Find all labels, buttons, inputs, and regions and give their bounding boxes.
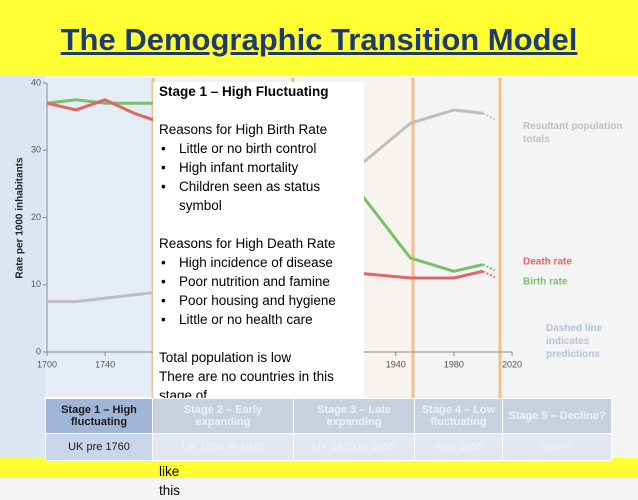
y-tick-label: 10 bbox=[31, 279, 41, 289]
x-tick-label: 1980 bbox=[444, 359, 464, 369]
subheading: Reasons for High Death Rate bbox=[159, 236, 336, 251]
legend-entry: Death rate bbox=[523, 257, 572, 268]
legend-entry: Birth rate bbox=[523, 277, 568, 288]
y-tick-label: 20 bbox=[31, 212, 41, 222]
y-tick-label: 30 bbox=[31, 145, 41, 155]
slide-title: The Demographic Transition Model bbox=[60, 22, 578, 57]
table-header: Stage 4 – Low fluctuating bbox=[414, 398, 503, 434]
table-header: Stage 2 – Early expanding bbox=[152, 398, 294, 434]
bullet: Little or no health care bbox=[159, 310, 364, 329]
legend-entry: Resultant population totals bbox=[523, 121, 622, 145]
annotation-line: Dashed line bbox=[546, 323, 603, 334]
legend-line: totals bbox=[523, 134, 550, 145]
annotation: Dashed line indicates predictions bbox=[546, 323, 603, 360]
spacer bbox=[159, 215, 364, 234]
y-tick-label: 40 bbox=[31, 77, 41, 87]
y-axis-label: Rate per 1000 inhabitants bbox=[15, 157, 26, 279]
spacer bbox=[159, 329, 364, 348]
table-header: Stage 5 – Decline? bbox=[502, 398, 612, 434]
legend-line: Resultant population bbox=[523, 121, 622, 132]
table-header: Stage 1 – High fluctuating bbox=[45, 398, 153, 434]
bullet: High incidence of disease bbox=[159, 253, 364, 272]
stage-4-band bbox=[413, 78, 500, 396]
text-line: this bbox=[159, 483, 181, 498]
slide: The Demographic Transition Model Rate pe… bbox=[0, 0, 638, 478]
table-cell: UK pre 1760 bbox=[45, 433, 153, 461]
x-tick-label: 1940 bbox=[386, 359, 406, 369]
text-line: Total population is low bbox=[159, 350, 292, 365]
bullet: Poor nutrition and famine bbox=[159, 272, 364, 291]
spacer bbox=[159, 101, 364, 120]
bullet: Little or no birth control bbox=[159, 139, 364, 158]
title-band bbox=[0, 0, 638, 76]
axis-panel bbox=[0, 76, 45, 458]
table-header: Stage 3 – Late expanding bbox=[293, 398, 415, 434]
table-cell: UK 1870 to 1950 bbox=[293, 433, 415, 461]
stage-table: Stage 1 – High fluctuating Stage 2 – Earl… bbox=[45, 398, 612, 461]
table-cell: Soon? bbox=[502, 433, 612, 461]
table-cell: Post 1950 bbox=[414, 433, 503, 461]
annotation-line: indicates bbox=[546, 336, 590, 347]
y-tick-label: 0 bbox=[36, 346, 41, 356]
heading: Stage 1 – High Fluctuating bbox=[159, 84, 329, 99]
footer-band bbox=[0, 458, 638, 478]
subheading: Reasons for High Birth Rate bbox=[159, 122, 328, 137]
annotation-line: predictions bbox=[546, 349, 600, 360]
x-tick-label: 1700 bbox=[37, 359, 57, 369]
x-tick-label: 2020 bbox=[502, 359, 522, 369]
bullet: High infant mortality bbox=[159, 158, 364, 177]
bullet: Poor housing and hygiene bbox=[159, 291, 364, 310]
x-tick-label: 1740 bbox=[95, 359, 115, 369]
bullet: Children seen as status symbol bbox=[159, 177, 364, 215]
text-box: Stage 1 – High Fluctuating Reasons for Hi… bbox=[153, 82, 364, 498]
stage-1-band bbox=[45, 78, 153, 396]
table-cell: UK 1760 to 1870 bbox=[152, 433, 294, 461]
